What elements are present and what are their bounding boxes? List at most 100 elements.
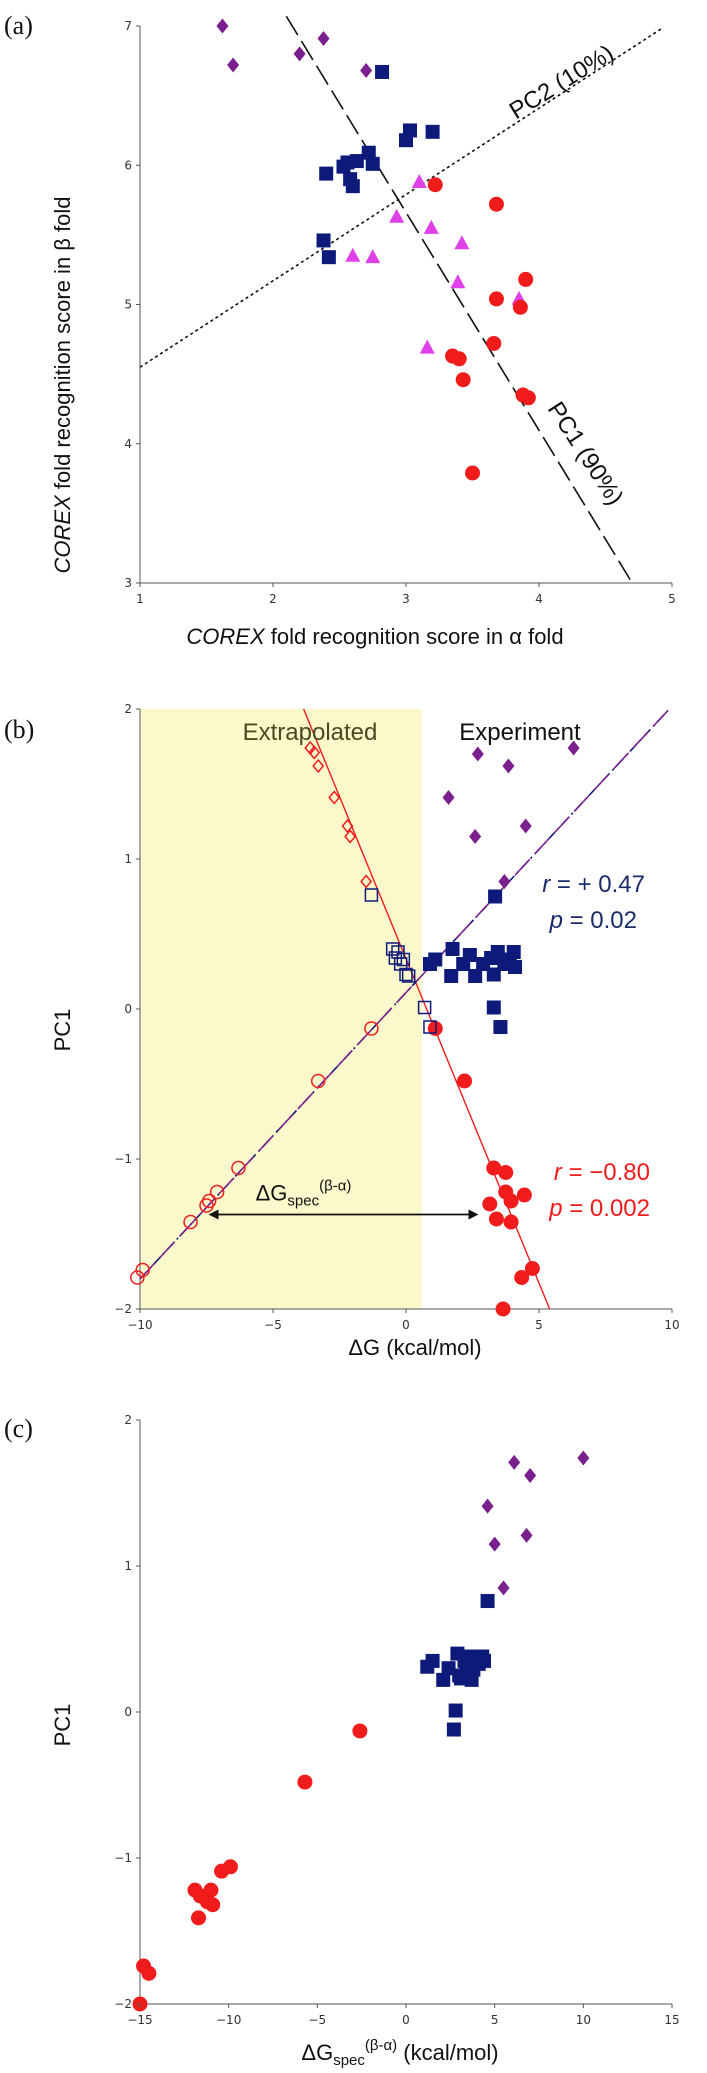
x-tick-label: −10	[127, 1318, 152, 1332]
panel-c-x-axis-label: ΔGspec(β-α) (kcal/mol)	[301, 2037, 498, 2069]
data-point-purple	[481, 1498, 494, 1514]
data-point-purple-proj	[308, 745, 321, 760]
data-point-magenta	[345, 247, 361, 262]
data-point-navy	[349, 154, 364, 169]
data-point-navy	[345, 179, 360, 194]
data-point-red	[518, 271, 534, 287]
data-point-magenta	[389, 208, 405, 223]
x-tick-label: 5	[668, 592, 676, 606]
data-point-navy	[490, 945, 505, 959]
data-point-purple	[227, 57, 240, 73]
fit-line	[140, 28, 662, 368]
data-point-purple	[360, 63, 373, 79]
navy-r-stat: r = + 0.47	[542, 871, 645, 898]
navy-p-stat: p = 0.02	[549, 907, 637, 934]
data-point-red	[486, 335, 502, 351]
data-point-navy	[402, 123, 417, 138]
data-point-red	[141, 1965, 157, 1981]
data-point-red	[222, 1859, 238, 1875]
data-point-red-proj	[183, 1214, 198, 1230]
data-point-magenta	[419, 339, 435, 354]
data-point-navy	[425, 1653, 440, 1668]
data-point-red	[495, 1301, 511, 1317]
data-point-navy	[441, 1661, 456, 1676]
data-point-red	[457, 1073, 473, 1089]
y-tick-label: 7	[124, 19, 132, 33]
data-point-purple	[519, 818, 532, 834]
red-r-stat: r = −0.80	[554, 1159, 650, 1186]
data-point-red	[486, 1160, 502, 1176]
data-point-purple	[317, 31, 330, 47]
data-point-navy	[361, 145, 376, 160]
y-tick-label: −1	[114, 1152, 132, 1166]
fit-line	[302, 708, 551, 1309]
data-point-purple-proj	[360, 874, 373, 889]
data-point-red	[488, 1211, 504, 1227]
panel-a-x-axis-label: COREX fold recognition score in α fold	[186, 624, 563, 649]
data-point-red	[191, 1910, 207, 1926]
data-point-purple	[498, 874, 511, 889]
panel-b-y-axis-label: PC1	[50, 1009, 75, 1052]
data-point-navy	[448, 1703, 463, 1718]
data-point-red-proj	[310, 1073, 326, 1089]
data-point-navy-proj	[423, 1020, 437, 1034]
panel-c-label: (c)	[4, 1414, 33, 1443]
data-point-purple	[488, 1536, 501, 1552]
data-point-red	[520, 390, 536, 406]
data-point-red	[488, 291, 504, 307]
data-point-purple	[216, 18, 229, 34]
data-point-red	[297, 1774, 313, 1790]
data-point-navy	[486, 1000, 501, 1015]
data-point-navy	[508, 960, 523, 974]
data-point-purple	[497, 1580, 510, 1596]
x-tick-label: 4	[535, 592, 543, 606]
y-tick-label: 2	[124, 1413, 132, 1427]
x-tick-label: 0	[402, 1318, 410, 1332]
y-tick-label: 3	[124, 576, 132, 590]
data-point-red	[455, 372, 471, 388]
pc-axis-label: PC2 (10%)	[505, 40, 619, 125]
x-tick-label: 3	[402, 592, 410, 606]
data-point-navy	[488, 889, 503, 904]
y-tick-label: 0	[124, 1705, 132, 1719]
dg-spec-arrow-label: ΔGspec(β-α)	[256, 1178, 352, 1210]
data-point-magenta	[423, 219, 439, 234]
data-point-purple	[502, 758, 515, 774]
data-point-navy	[319, 166, 334, 181]
panel-b-label: (b)	[4, 715, 34, 744]
y-tick-label: 6	[124, 158, 132, 172]
panel-c-y-axis-label: PC1	[50, 1704, 75, 1747]
data-point-purple	[508, 1454, 521, 1470]
data-point-navy-proj	[396, 952, 411, 967]
data-point-purple-proj	[328, 790, 341, 805]
data-point-red	[516, 1187, 532, 1203]
data-point-navy-proj	[401, 969, 416, 983]
x-tick-label: 1	[136, 592, 144, 606]
data-point-magenta	[365, 249, 381, 264]
data-point-navy-proj	[417, 1000, 432, 1015]
y-tick-label: 4	[124, 437, 132, 451]
data-point-red	[503, 1214, 519, 1230]
data-point-navy-proj	[364, 888, 379, 902]
y-tick-label: −2	[114, 1302, 132, 1316]
data-point-purple	[524, 1467, 537, 1483]
x-tick-label: 0	[402, 2013, 410, 2027]
fit-line	[285, 16, 634, 583]
data-point-navy	[480, 1594, 495, 1609]
panel-b-x-axis-label: ΔG (kcal/mol)	[348, 1335, 481, 1360]
data-point-red	[524, 1261, 540, 1276]
data-point-navy	[375, 64, 390, 79]
data-point-navy	[462, 948, 477, 962]
data-point-purple-proj	[341, 818, 354, 834]
experiment-label: Experiment	[459, 719, 581, 746]
panel-a: (a) PC1 (90%) PC2 (10%) 1 2 3 4 5 3 4 5 6 7 COREX …	[4, 11, 676, 649]
data-point-red-proj	[135, 1262, 150, 1278]
data-point-red	[427, 177, 443, 193]
data-point-purple	[293, 46, 306, 62]
data-point-navy	[493, 1020, 508, 1034]
data-point-purple-proj	[312, 758, 325, 774]
y-tick-label: 5	[124, 298, 132, 312]
y-tick-label: −2	[114, 1997, 132, 2011]
